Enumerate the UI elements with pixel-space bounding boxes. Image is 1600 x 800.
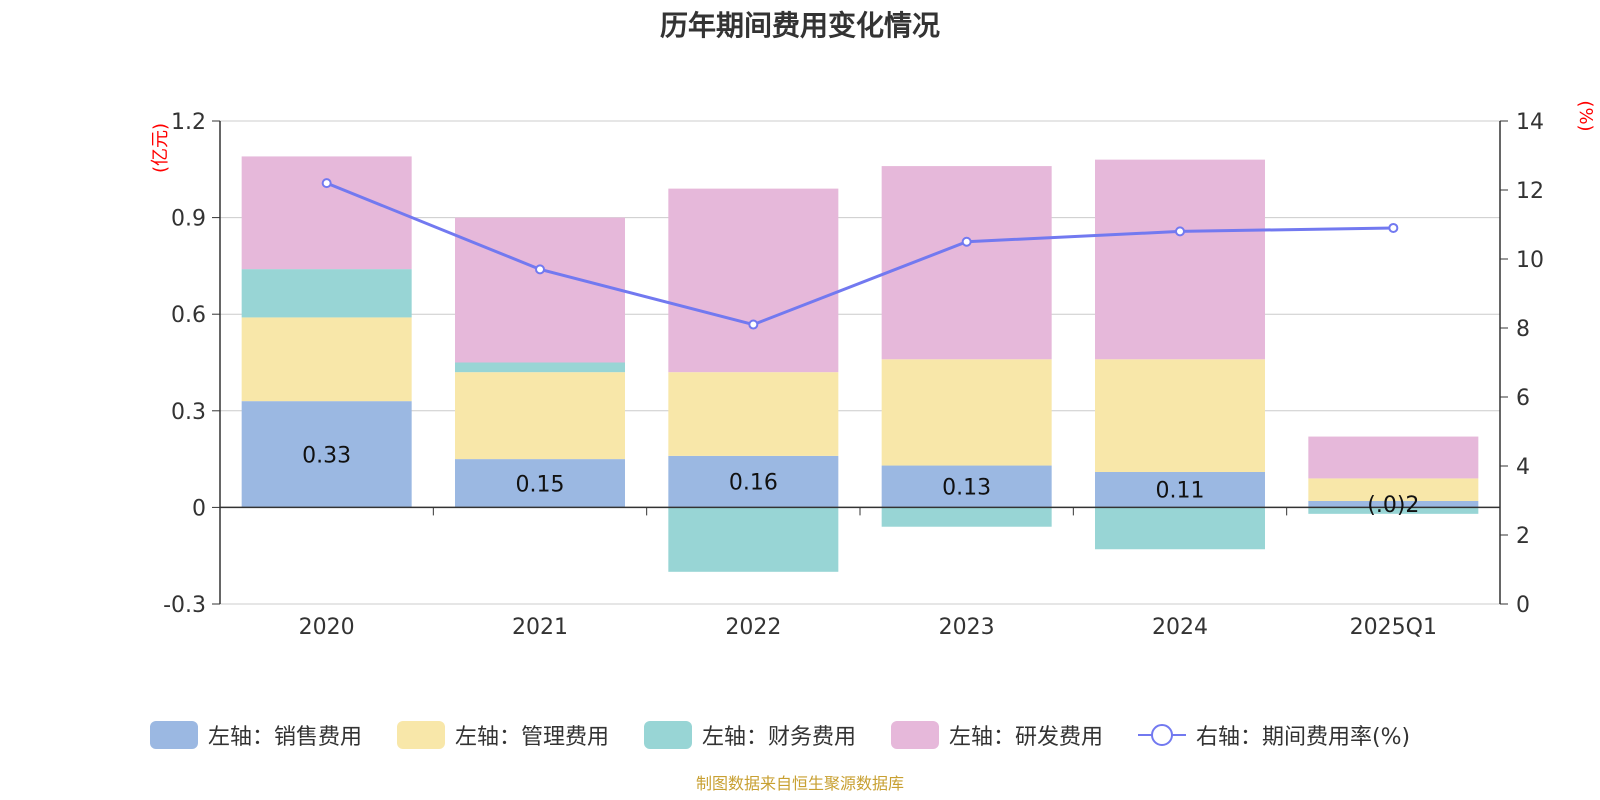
bar-finance-2021: [455, 362, 625, 373]
bar-rnd-2025Q1: [1308, 436, 1479, 479]
bar-finance-2025Q1: [1308, 507, 1479, 514]
bar-admin-2024: [1095, 359, 1265, 472]
bar-finance-2023: [881, 507, 1052, 527]
left-tick-label: -0.3: [163, 593, 206, 618]
data-label-sales: 0.15: [516, 472, 565, 497]
right-tick-label: 14: [1516, 110, 1544, 135]
bar-finance-2024: [1095, 507, 1265, 550]
left-tick-label: 1.2: [171, 110, 206, 135]
rate-point-2020: [321, 178, 332, 189]
x-tick-label: 2023: [939, 615, 995, 640]
data-label-sales: (.0)2: [1367, 493, 1419, 518]
legend-label-sales: 左轴：销售费用: [208, 725, 363, 750]
legend-item-finance[interactable]: 左轴：财务费用: [644, 720, 856, 750]
legend-swatch-rate-icon: [1138, 721, 1186, 749]
legend-swatch-admin: [397, 721, 445, 749]
data-label-sales: 0.11: [1156, 479, 1205, 504]
x-tick-label: 2025Q1: [1350, 615, 1437, 640]
bar-sales-2022: [668, 455, 839, 508]
rate-point-2021: [535, 264, 545, 275]
bar-admin-2023: [881, 359, 1052, 466]
legend-item-rnd[interactable]: 左轴：研发费用: [891, 720, 1103, 750]
bar-rnd-2024: [1095, 159, 1265, 360]
x-tick-label: 2022: [725, 615, 781, 640]
legend-label-admin: 左轴：管理费用: [455, 725, 610, 750]
left-tick-label: 0.3: [171, 400, 206, 425]
right-tick-label: 8: [1516, 317, 1530, 342]
bar-sales-2025Q1: [1308, 500, 1479, 508]
bar-sales-2021: [455, 459, 625, 508]
bar-admin-2022: [668, 372, 839, 456]
axis-layer: -0.3 0 0.3 0.6 0.9 1.2 0 2 4 6 8 10 12 14 2020 2021 2022…: [150, 100, 1596, 640]
bar-rnd-2022: [668, 188, 839, 373]
bar-rnd-2023: [881, 166, 1052, 360]
data-label-sales: 0.16: [729, 471, 778, 496]
right-tick-label: 12: [1516, 179, 1544, 204]
bar-admin-2025Q1: [1308, 478, 1479, 501]
x-tick-label: 2024: [1152, 615, 1208, 640]
legend-label-finance: 左轴：财务费用: [702, 725, 857, 750]
legend-label-rate: 右轴：期间费用率(%): [1196, 725, 1411, 750]
x-tick-label: 2021: [512, 615, 568, 640]
label-layer: 0.33 0.15 0.16 0.13 0.11 (.0)2: [302, 443, 1419, 518]
bar-admin-2021: [455, 372, 625, 460]
data-label-sales: 0.13: [942, 475, 991, 500]
chart-title: 历年期间费用变化情况: [659, 9, 940, 42]
legend-swatch-rnd: [891, 721, 939, 749]
rate-point-2024: [1175, 226, 1185, 237]
x-tick-label: 2020: [299, 615, 355, 640]
legend-swatch-sales: [150, 721, 198, 749]
legend-label-rnd: 左轴：研发费用: [949, 725, 1104, 750]
rate-point-2023: [961, 236, 972, 247]
left-tick-label: 0.9: [171, 207, 206, 232]
right-tick-label: 4: [1516, 455, 1530, 480]
bar-admin-2020: [241, 317, 412, 402]
legend-item-sales[interactable]: 左轴：销售费用: [150, 720, 362, 750]
bar-sales-2024: [1095, 471, 1265, 508]
rate-point-2025Q1: [1388, 222, 1399, 233]
bar-sales-2023: [881, 465, 1052, 508]
legend-item-rate[interactable]: 右轴：期间费用率(%): [1138, 720, 1410, 750]
left-axis-unit: (亿元): [150, 123, 171, 173]
right-tick-label: 2: [1516, 524, 1530, 549]
right-tick-label: 6: [1516, 386, 1530, 411]
chart-canvas: -0.3 0 0.3 0.6 0.9 1.2 0 2 4 6 8 10 12 14 2020 2021 2022…: [150, 100, 1596, 640]
data-label-sales: 0.33: [302, 443, 351, 468]
right-tick-label: 10: [1516, 248, 1544, 273]
bar-rnd-2020: [241, 156, 412, 270]
left-tick-label: 0: [192, 496, 206, 521]
right-tick-label: 0: [1516, 593, 1530, 618]
bar-finance-2022: [668, 507, 839, 572]
bar-rnd-2021: [455, 217, 625, 363]
footer-source-note: 制图数据来自恒生聚源数据库: [695, 774, 904, 793]
grid-layer: [220, 120, 1500, 605]
bar-sales-2020: [241, 401, 412, 508]
bar-finance-2020: [241, 269, 412, 318]
rate-point-2022: [748, 319, 759, 330]
legend-swatch-finance: [644, 721, 692, 749]
legend-item-admin[interactable]: 左轴：管理费用: [397, 720, 609, 750]
right-axis-unit: (%): [1575, 100, 1596, 131]
line-layer: [321, 178, 1399, 330]
left-tick-label: 0.6: [171, 303, 206, 328]
rate-line: [326, 181, 1394, 327]
